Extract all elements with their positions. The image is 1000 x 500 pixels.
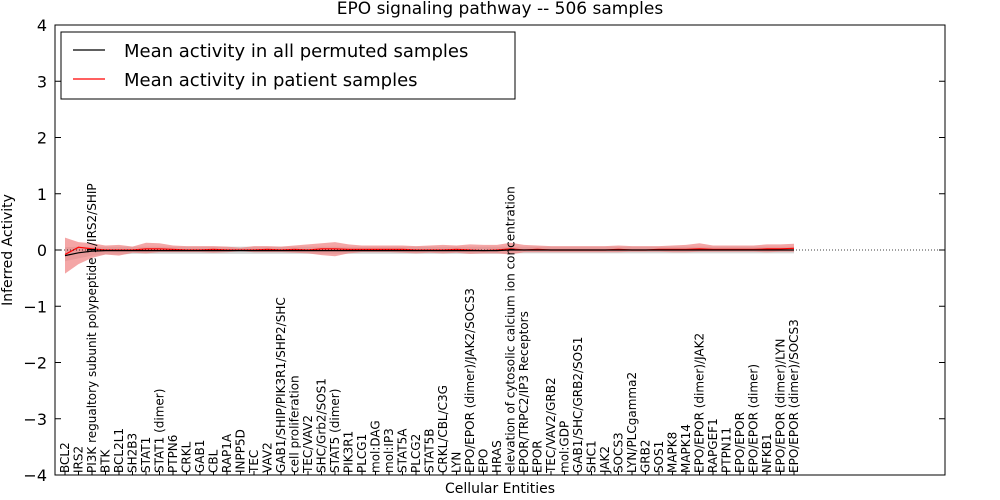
x-tick-label: EPO/EPOR (dimer)/SOCS3 bbox=[787, 319, 801, 473]
x-tick-label: LYN/PLCgamma2 bbox=[625, 372, 639, 473]
x-tick-label: PLCG2 bbox=[409, 434, 423, 473]
x-tick-label: GAB1/SHIP/PIK3R1/SHP2/SHC bbox=[274, 297, 288, 473]
x-tick-label: VAV2 bbox=[261, 442, 275, 473]
x-tick-label: TEC/VAV2 bbox=[301, 415, 315, 474]
chart-title: EPO signaling pathway -- 506 samples bbox=[337, 0, 664, 19]
y-tick-label: 2 bbox=[37, 129, 47, 148]
x-tick-label: CRKL bbox=[180, 441, 194, 473]
legend-box bbox=[60, 31, 516, 100]
legend: Mean activity in all permuted samples Me… bbox=[60, 31, 516, 100]
x-axis: BCL2 IRS2 PI3K regualtory subunit polypept… bbox=[58, 183, 801, 475]
x-tick-label: IRS2 bbox=[72, 446, 86, 473]
x-tick-label: EPO/EPOR (dimer)/JAK2/SOCS3 bbox=[463, 288, 477, 473]
y-tick-label: 4 bbox=[37, 16, 47, 35]
line-permuted bbox=[64, 249, 794, 257]
y-axis: −4 −3 −2 −1 0 1 2 3 4 bbox=[23, 16, 945, 485]
x-tick-label: BTK bbox=[99, 448, 113, 473]
legend-label-permuted: Mean activity in all permuted samples bbox=[124, 41, 468, 62]
x-tick-label: MAPK8 bbox=[666, 432, 680, 473]
x-tick-label: GRB2 bbox=[639, 439, 653, 473]
x-tick-label: EPO/EPOR (dimer) bbox=[747, 364, 761, 473]
x-tick-label: BCL2L1 bbox=[112, 428, 126, 473]
y-tick-label: −4 bbox=[23, 466, 47, 485]
x-tick-label: GAB1/SHC/GRB2/SOS1 bbox=[571, 337, 585, 473]
x-tick-label: CRKL/CBL/C3G bbox=[436, 385, 450, 473]
y-tick-label: −2 bbox=[23, 354, 47, 373]
x-tick-label: SOS1 bbox=[652, 441, 666, 473]
x-tick-label: MAPK14 bbox=[679, 424, 693, 473]
x-tick-label: TEC/VAV2/GRB2 bbox=[544, 377, 558, 474]
x-tick-label: BCL2 bbox=[58, 442, 72, 473]
band-patient bbox=[65, 237, 794, 274]
x-tick-label: JAK2 bbox=[598, 446, 612, 474]
x-tick-label: mol:IP3 bbox=[382, 428, 396, 473]
x-tick-label: LYN bbox=[450, 452, 464, 473]
x-tick-label: mol:DAG bbox=[369, 420, 383, 473]
y-tick-label: 0 bbox=[37, 241, 47, 260]
x-tick-label: SOCS3 bbox=[612, 432, 626, 473]
y-tick-label: 1 bbox=[37, 185, 47, 204]
x-tick-label: EPOR/TRPC2/IP3 Receptors bbox=[517, 311, 531, 473]
confidence-bands bbox=[65, 237, 794, 274]
x-tick-label: mol:GDP bbox=[558, 421, 572, 473]
x-tick-label: SHC1 bbox=[585, 440, 599, 473]
x-tick-label: STAT5B bbox=[423, 429, 437, 474]
x-tick-label: RAP1A bbox=[220, 433, 234, 473]
x-tick-label: STAT1 (dimer) bbox=[153, 389, 167, 473]
x-tick-label: INPP5D bbox=[234, 429, 248, 473]
x-tick-label: EPO/EPOR (dimer)/LYN bbox=[774, 339, 788, 473]
x-tick-label: PIK3R1 bbox=[342, 431, 356, 473]
x-axis-label: Cellular Entities bbox=[445, 481, 555, 497]
y-tick-label: −1 bbox=[23, 297, 47, 316]
x-tick-label: cell proliferation bbox=[288, 375, 302, 473]
x-tick-label: SHC/Grb2/SOS1 bbox=[315, 378, 329, 473]
series-lines bbox=[55, 246, 945, 257]
x-tick-label: elevation of cytosolic calcium ion conce… bbox=[504, 186, 518, 473]
x-tick-label: EPOR bbox=[531, 440, 545, 473]
x-tick-label: RAPGEF1 bbox=[706, 418, 720, 473]
x-tick-label: EPO/EPOR bbox=[733, 412, 747, 473]
x-tick-label: PTPN11 bbox=[720, 427, 734, 473]
x-tick-label: SH2B3 bbox=[126, 433, 140, 473]
x-tick-label: GAB1 bbox=[193, 440, 207, 473]
x-tick-label: STAT5 (dimer) bbox=[328, 389, 342, 473]
x-tick-label: STAT5A bbox=[396, 428, 410, 473]
x-tick-label: STAT1 bbox=[139, 437, 153, 473]
y-tick-label: 3 bbox=[37, 72, 47, 91]
y-axis-label: Inferred Activity bbox=[0, 194, 16, 306]
x-tick-label: CBL bbox=[207, 449, 221, 473]
x-tick-label: NFKB1 bbox=[760, 433, 774, 473]
x-tick-label: EPO/EPOR (dimer)/JAK2 bbox=[693, 333, 707, 473]
legend-label-patient: Mean activity in patient samples bbox=[124, 70, 418, 91]
x-tick-label: TEC bbox=[247, 450, 261, 474]
y-tick-label: −3 bbox=[23, 410, 47, 429]
x-tick-label: PI3K regualtory subunit polypeptide 1/IR… bbox=[85, 183, 99, 473]
x-tick-label: PTPN6 bbox=[166, 435, 180, 473]
x-tick-label: EPO bbox=[477, 449, 491, 473]
x-tick-label: HRAS bbox=[490, 440, 504, 473]
x-tick-label: PLCG1 bbox=[355, 434, 369, 473]
